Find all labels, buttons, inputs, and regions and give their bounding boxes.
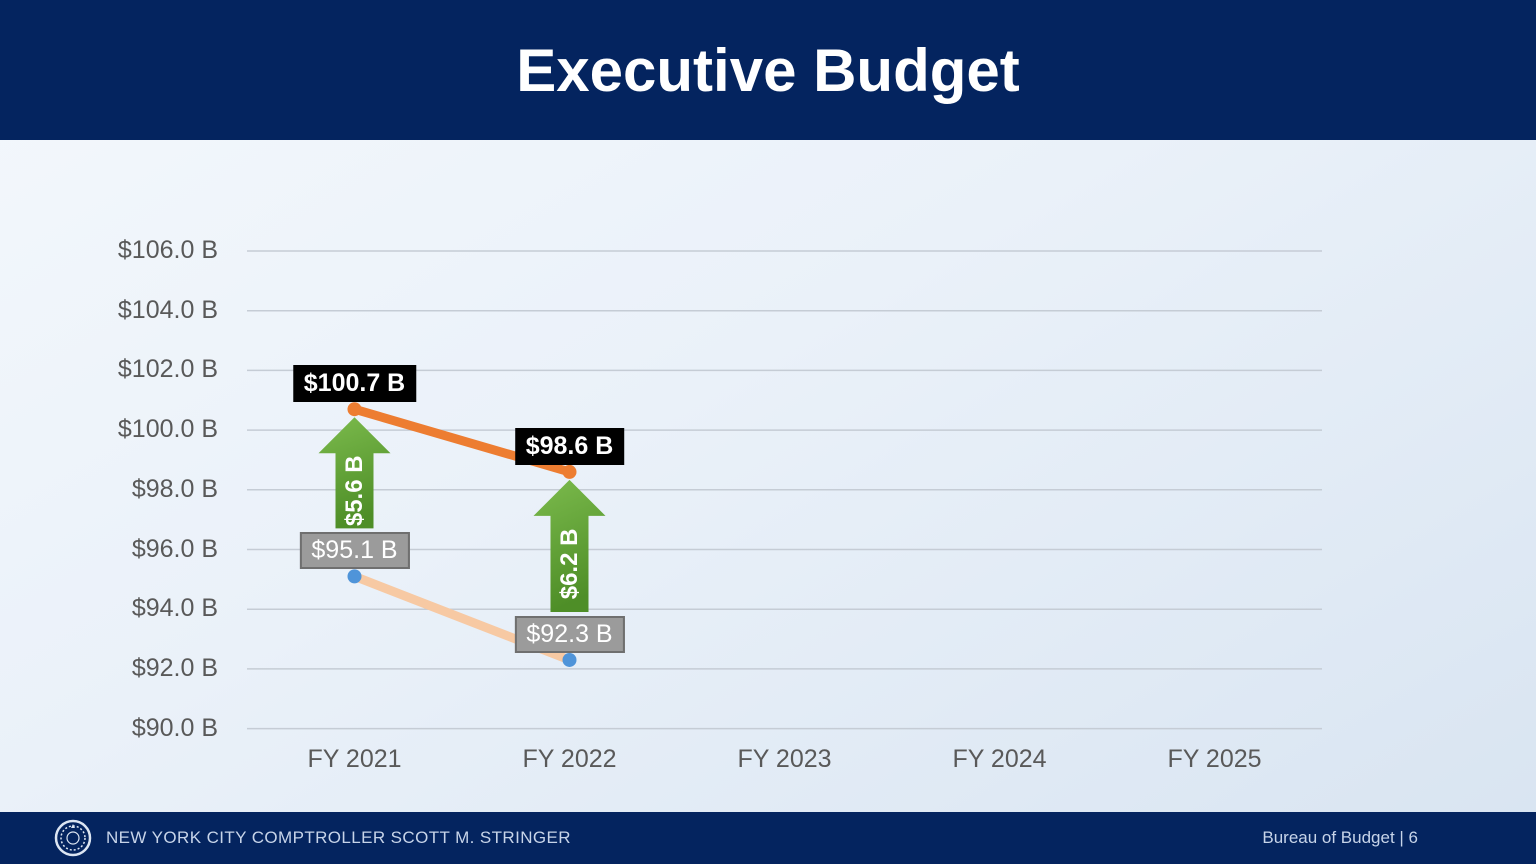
- footer-left: NEW YORK CITY COMPTROLLER SCOTT M. STRIN…: [54, 819, 1262, 857]
- page-title: Executive Budget: [516, 36, 1020, 104]
- footer-page-text: Bureau of Budget | 6: [1262, 828, 1418, 847]
- delta-arrow: [318, 417, 391, 529]
- footer-org-text: NEW YORK CITY COMPTROLLER SCOTT M. STRIN…: [106, 828, 571, 847]
- delta-arrow-label: $6.2 B: [556, 529, 583, 600]
- upper-budget-line: [350, 404, 574, 477]
- data-point: [562, 652, 577, 667]
- lower-budget-line: [350, 571, 574, 665]
- data-point: [562, 464, 577, 479]
- delta-arrow: [533, 479, 606, 612]
- header-bar: Executive Budget: [0, 0, 1536, 140]
- nyc-comptroller-seal-icon: [54, 819, 92, 857]
- data-point: [347, 402, 362, 417]
- data-point: [347, 569, 362, 584]
- delta-arrow-label: $5.6 B: [341, 455, 368, 526]
- footer-bar: NEW YORK CITY COMPTROLLER SCOTT M. STRIN…: [0, 812, 1536, 864]
